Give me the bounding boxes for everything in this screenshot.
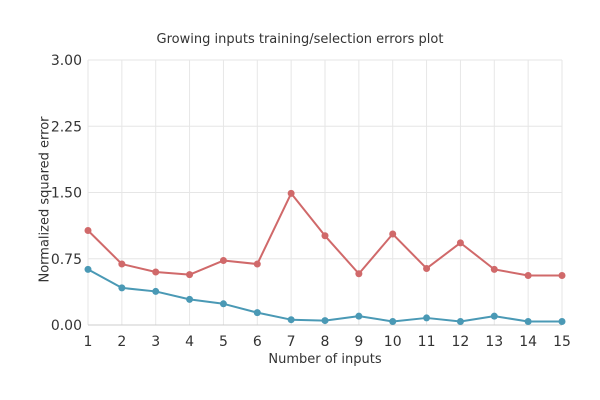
y-tick-label: 3.00 [51, 53, 82, 69]
series-2-point [321, 317, 329, 325]
series-2-point [219, 300, 227, 308]
x-tick-label: 12 [452, 334, 470, 350]
x-tick-label: 13 [485, 334, 503, 350]
x-tick-label: 5 [219, 334, 228, 350]
x-tick-label: 6 [253, 334, 262, 350]
series-1-point [253, 260, 261, 268]
x-tick-label: 15 [553, 334, 571, 350]
chart-title: Growing inputs training/selection errors… [156, 32, 444, 47]
x-tick-label: 14 [519, 334, 537, 350]
y-axis-label: Normalized squared error [37, 116, 53, 283]
series-2-point [186, 295, 194, 303]
series-1-point [389, 230, 397, 238]
y-tick-label: 2.25 [51, 119, 82, 135]
series-2-point [152, 287, 160, 295]
series-1-point [186, 271, 194, 279]
series-1-point [355, 270, 363, 278]
x-tick-label: 9 [354, 334, 363, 350]
y-tick-label: 0.75 [51, 252, 82, 268]
series-1-point [287, 189, 295, 197]
series-1-point [490, 265, 498, 273]
series-1-point [219, 257, 227, 265]
series-1-point [321, 232, 329, 240]
series-2-point [84, 265, 92, 273]
series-2-point [287, 316, 295, 324]
series-2-point [118, 284, 126, 292]
y-tick-label: 0.00 [51, 318, 82, 334]
series-2-point [355, 312, 363, 320]
x-tick-label: 10 [384, 334, 402, 350]
series-1-point [84, 226, 92, 234]
y-tick-label: 1.50 [51, 186, 82, 202]
x-tick-label: 3 [151, 334, 160, 350]
series-2-point [389, 317, 397, 325]
series-1-point [152, 268, 160, 276]
x-tick-label: 11 [418, 334, 436, 350]
series-1-point [423, 264, 431, 272]
series-2-point [423, 314, 431, 322]
x-tick-label: 1 [84, 334, 93, 350]
series-2-point [490, 312, 498, 320]
series-2-point [456, 317, 464, 325]
series-1-point [558, 272, 566, 280]
series-1-point [118, 260, 126, 268]
x-tick-label: 4 [185, 334, 194, 350]
series-2-point [524, 317, 532, 325]
series-2-point [558, 317, 566, 325]
x-tick-label: 7 [287, 334, 296, 350]
x-tick-label: 8 [321, 334, 330, 350]
series-1-point [524, 272, 532, 280]
series-1-point [456, 239, 464, 247]
x-tick-label: 2 [117, 334, 126, 350]
x-axis-label: Number of inputs [268, 352, 382, 367]
series-2-point [253, 309, 261, 317]
